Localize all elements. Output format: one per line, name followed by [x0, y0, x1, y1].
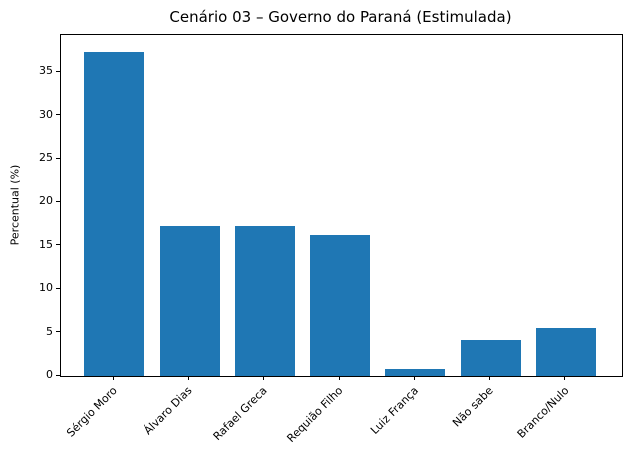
y-tick-label-20: 20: [39, 194, 53, 208]
y-tick-mark-30: [56, 114, 60, 116]
bar-branco-nulo: [535, 328, 596, 376]
x-tick-label-branco-nulo: Branco/Nulo: [514, 384, 572, 441]
x-tick-mark-rafael-greca: [263, 376, 265, 380]
y-tick-mark-25: [56, 157, 60, 159]
x-tick-mark-sergio-moro: [112, 376, 114, 380]
chart-title: Cenário 03 – Governo do Paraná (Estimula…: [169, 8, 512, 26]
bar-luiz-franca: [385, 369, 446, 376]
y-tick-label-15: 15: [39, 237, 53, 251]
x-tick-label-luiz-franca: Luiz França: [367, 384, 421, 437]
x-tick-label-nao-sabe: Não sabe: [450, 384, 496, 430]
x-tick-label-requiao-filho: Requião Filho: [284, 384, 346, 445]
x-tick-label-rafael-greca: Rafael Greca: [211, 384, 271, 443]
y-axis-label: Percentual (%): [8, 164, 22, 246]
x-tick-mark-requiao-filho: [338, 376, 340, 380]
bar-alvaro-dias: [159, 225, 220, 376]
x-tick-label-alvaro-dias: Álvaro Dias: [141, 384, 195, 438]
y-tick-label-25: 25: [39, 151, 53, 165]
x-tick-mark-alvaro-dias: [188, 376, 190, 380]
y-tick-mark-0: [56, 374, 60, 376]
y-tick-mark-10: [56, 287, 60, 289]
y-tick-mark-20: [56, 200, 60, 202]
bar-nao-sabe: [460, 340, 521, 376]
bar-sergio-moro: [84, 51, 145, 376]
y-tick-mark-35: [56, 70, 60, 72]
bar-requiao-filho: [310, 235, 371, 376]
y-tick-label-30: 30: [39, 107, 53, 121]
y-tick-label-10: 10: [39, 281, 53, 295]
plot-area: [60, 34, 623, 377]
bar-rafael-greca: [234, 225, 295, 376]
y-tick-mark-5: [56, 331, 60, 333]
x-tick-mark-nao-sabe: [489, 376, 491, 380]
y-tick-label-35: 35: [39, 64, 53, 78]
y-tick-label-0: 0: [46, 368, 53, 381]
y-tick-mark-15: [56, 244, 60, 246]
x-tick-mark-luiz-franca: [413, 376, 415, 380]
x-tick-mark-branco-nulo: [564, 376, 566, 380]
x-tick-label-sergio-moro: Sérgio Moro: [63, 384, 120, 440]
y-tick-label-5: 5: [46, 324, 53, 338]
